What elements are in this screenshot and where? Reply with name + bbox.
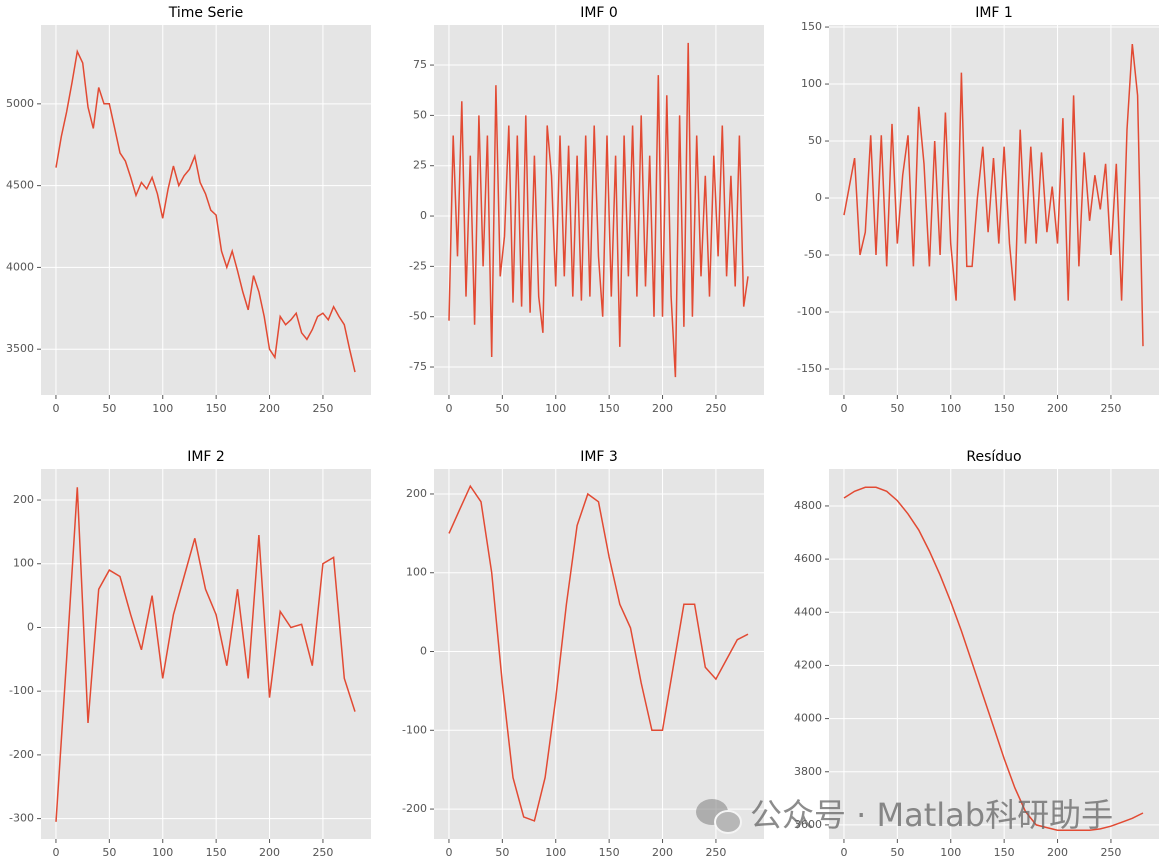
x-tick-label: 150 <box>206 402 227 415</box>
x-tick-label: 0 <box>840 402 847 415</box>
y-tick-label: 4400 <box>794 605 822 618</box>
y-tick-label: 4600 <box>794 552 822 565</box>
plot-area <box>41 469 371 839</box>
y-tick-label: 0 <box>420 645 427 658</box>
x-tick-label: 150 <box>206 846 227 859</box>
y-tick-label: -50 <box>804 248 822 261</box>
chart-title: IMF 0 <box>580 5 618 21</box>
x-tick-label: 250 <box>705 846 726 859</box>
x-tick-label: 50 <box>495 402 509 415</box>
y-tick-label: -150 <box>797 362 822 375</box>
plot-area <box>829 469 1159 839</box>
plot-area <box>41 25 371 395</box>
x-tick-label: 50 <box>102 402 116 415</box>
x-tick-label: 250 <box>1100 402 1121 415</box>
x-tick-label: 200 <box>652 402 673 415</box>
y-tick-label: 50 <box>413 108 427 121</box>
y-tick-label: 3800 <box>794 765 822 778</box>
watermark-icon <box>696 799 742 834</box>
x-tick-label: 100 <box>152 402 173 415</box>
y-tick-label: 200 <box>406 487 427 500</box>
y-tick-label: -50 <box>409 310 427 323</box>
data-line <box>55 49 356 373</box>
plot-area <box>434 469 764 839</box>
plot-area <box>434 25 764 395</box>
x-tick-label: 0 <box>840 846 847 859</box>
y-tick-label: 0 <box>815 191 822 204</box>
x-tick-label: 0 <box>52 402 59 415</box>
x-tick-label: 100 <box>940 402 961 415</box>
x-tick-label: 200 <box>259 402 280 415</box>
y-tick-label: 150 <box>801 20 822 33</box>
y-tick-label: 5000 <box>6 97 34 110</box>
y-tick-label: -100 <box>797 305 822 318</box>
x-tick-label: 200 <box>1047 846 1068 859</box>
y-tick-label: -200 <box>9 748 34 761</box>
data-line <box>843 44 1144 347</box>
data-line <box>843 486 1144 831</box>
y-tick-label: -25 <box>409 259 427 272</box>
data-line <box>55 487 356 822</box>
y-tick-label: 0 <box>27 620 34 633</box>
x-tick-label: 250 <box>312 402 333 415</box>
x-tick-label: 0 <box>445 402 452 415</box>
x-tick-label: 100 <box>152 846 173 859</box>
x-tick-label: 150 <box>994 846 1015 859</box>
x-tick-label: 50 <box>102 846 116 859</box>
chart-title: IMF 1 <box>975 5 1013 21</box>
x-tick-label: 50 <box>890 402 904 415</box>
x-tick-label: 200 <box>1047 402 1068 415</box>
subplot: IMF 2 -300 -200 -100 0 100 200 0 50 100 150 200 250 <box>9 449 371 859</box>
data-line <box>448 484 749 822</box>
x-tick-label: 150 <box>599 846 620 859</box>
y-tick-label: 75 <box>413 58 427 71</box>
x-tick-label: 50 <box>495 846 509 859</box>
chart-title: Time Serie <box>168 5 243 21</box>
y-tick-label: 50 <box>808 134 822 147</box>
x-tick-label: 150 <box>994 402 1015 415</box>
y-tick-label: 200 <box>13 493 34 506</box>
y-tick-label: -300 <box>9 812 34 825</box>
y-tick-label: 100 <box>801 77 822 90</box>
y-tick-label: 100 <box>406 566 427 579</box>
x-tick-label: 100 <box>545 846 566 859</box>
x-tick-label: 0 <box>445 846 452 859</box>
watermark: 公众号 · Matlab科研助手 <box>750 796 1113 834</box>
subplot: IMF 0 -75 -50 -25 0 25 50 75 0 50 100 150 200 250 <box>409 5 764 415</box>
chart-title: IMF 3 <box>580 449 618 465</box>
x-tick-label: 250 <box>1100 846 1121 859</box>
x-tick-label: 100 <box>545 402 566 415</box>
y-tick-label: 3500 <box>6 342 34 355</box>
x-tick-label: 150 <box>599 402 620 415</box>
subplot: IMF 1 -150 -100 -50 0 50 100 150 0 50 100 150 200 250 <box>797 5 1159 415</box>
y-tick-label: -100 <box>402 723 427 736</box>
y-tick-label: -75 <box>409 360 427 373</box>
y-tick-label: 4000 <box>794 712 822 725</box>
y-tick-label: 4000 <box>6 260 34 273</box>
chart-title: Resíduo <box>966 449 1021 465</box>
x-tick-label: 250 <box>312 846 333 859</box>
y-tick-label: 4500 <box>6 179 34 192</box>
x-tick-label: 200 <box>259 846 280 859</box>
y-tick-label: 0 <box>420 209 427 222</box>
x-tick-label: 50 <box>890 846 904 859</box>
subplot: Resíduo 3600 3800 4000 4200 4400 4600 4800 0 50 10… <box>794 449 1159 859</box>
x-tick-label: 200 <box>652 846 673 859</box>
subplot: Time Serie 3500 4000 4500 5000 0 50 100 150 200 25… <box>6 5 371 415</box>
x-tick-label: 100 <box>940 846 961 859</box>
y-tick-label: -100 <box>9 684 34 697</box>
data-line <box>448 42 749 378</box>
y-tick-label: 4200 <box>794 658 822 671</box>
y-tick-label: 100 <box>13 557 34 570</box>
y-tick-label: 25 <box>413 159 427 172</box>
subplot: IMF 3 -200 -100 0 100 200 0 50 100 150 200 250 <box>402 449 764 859</box>
chart-title: IMF 2 <box>187 449 225 465</box>
x-tick-label: 0 <box>52 846 59 859</box>
x-tick-label: 250 <box>705 402 726 415</box>
y-tick-label: 4800 <box>794 499 822 512</box>
y-tick-label: -200 <box>402 802 427 815</box>
y-tick-label: 3600 <box>794 818 822 831</box>
